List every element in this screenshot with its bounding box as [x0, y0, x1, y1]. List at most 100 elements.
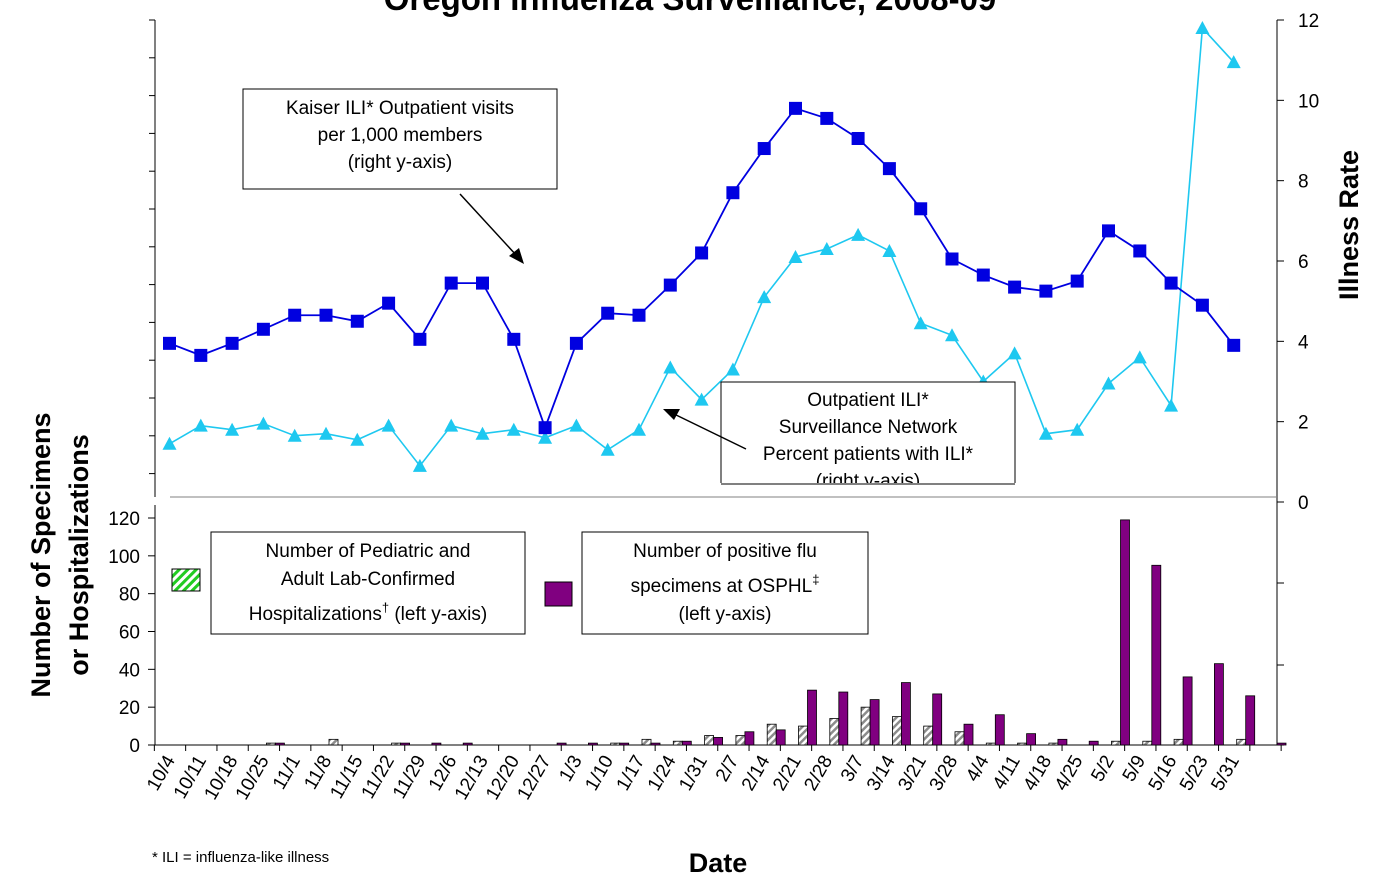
positive-specimen-bar	[838, 691, 849, 746]
kaiser-point	[1133, 244, 1147, 258]
x-tick-label: 11/29	[389, 752, 430, 802]
right-tick-label: 12	[1298, 11, 1319, 32]
outpatient-point	[882, 243, 897, 257]
x-axis-label: Date	[689, 848, 748, 878]
x-tick-label: 2/28	[800, 752, 837, 795]
hospitalization-bar	[829, 718, 840, 746]
x-tick-label: 10/25	[232, 752, 274, 804]
svg-text:Outpatient ILI*: Outpatient ILI*	[807, 390, 929, 411]
left-tick-label: 40	[119, 660, 140, 681]
hospitalization-bar	[1048, 742, 1059, 746]
x-tick-label: 4/4	[962, 752, 994, 786]
outpatient-point	[1195, 21, 1210, 35]
outpatient-point	[1226, 55, 1241, 69]
kaiser-point	[476, 276, 489, 290]
outpatient-point	[913, 316, 928, 330]
outpatient-point	[1101, 376, 1116, 390]
y-axis-label-left-line1: Number of Specimens	[26, 412, 56, 697]
x-tick-label: 1/3	[555, 752, 586, 785]
outpatient-point	[757, 290, 772, 304]
hospitalization-bar	[1111, 740, 1121, 746]
hospitalization-bar	[1017, 742, 1027, 746]
x-tick-label: 5/9	[1119, 752, 1150, 785]
positive-specimen-bar	[274, 742, 285, 746]
outpatient-point	[819, 241, 834, 255]
svg-text:Number of Pediatric and: Number of Pediatric and	[266, 541, 471, 562]
outpatient-point	[1132, 350, 1147, 364]
y-axis-label-left-line2: or Hospitalizations	[64, 434, 94, 676]
chart-title: Oregon Influenza Surveillance, 2008-09	[384, 0, 997, 17]
outpatient-point	[475, 426, 490, 440]
positive-specimen-bar	[901, 682, 911, 746]
hospitalization-bar	[892, 716, 902, 746]
outpatient-point	[725, 362, 740, 376]
positive-specimen-bar	[1182, 676, 1193, 746]
outpatient-point	[788, 249, 803, 263]
hospitalization-bar	[735, 735, 746, 746]
positive-specimen-bar	[869, 699, 880, 746]
positive-specimen-bar	[681, 740, 692, 746]
svg-text:(right y-axis): (right y-axis)	[348, 152, 453, 173]
outpatient-annotation: Outpatient ILI* Surveillance Network Per…	[663, 381, 1016, 492]
hospitalization-bar	[672, 740, 683, 746]
kaiser-point	[601, 306, 615, 320]
svg-text:Hospitalizations† (left y-axis: Hospitalizations† (left y-axis)	[249, 600, 488, 625]
svg-text:Percent patients with ILI*: Percent patients with ILI*	[763, 444, 974, 465]
outpatient-point	[1164, 398, 1179, 412]
outpatient-point	[225, 422, 240, 436]
kaiser-point	[1070, 274, 1084, 288]
right-tick-label: 2	[1298, 413, 1309, 434]
positive-specimen-bar	[1214, 663, 1224, 746]
positive-specimen-bar	[807, 689, 817, 746]
kaiser-point	[851, 131, 865, 145]
hospitalizations-legend: Number of Pediatric and Adult Lab-Confir…	[171, 531, 526, 635]
outpatient-point	[256, 416, 271, 430]
hospitalization-bar	[1173, 738, 1184, 746]
hospitalization-bar	[1142, 740, 1153, 746]
left-tick-label: 80	[119, 585, 140, 606]
kaiser-point	[726, 186, 740, 200]
kaiser-annotation: Kaiser ILI* Outpatient visits per 1,000 …	[242, 88, 558, 264]
svg-text:(left y-axis): (left y-axis)	[679, 604, 772, 625]
positive-specimen-bar	[588, 742, 598, 746]
hospitalization-bar	[798, 725, 808, 746]
outpatient-point	[538, 430, 553, 444]
kaiser-point	[695, 246, 709, 260]
panel-mask	[700, 483, 1030, 496]
kaiser-point	[382, 296, 396, 310]
kaiser-point	[1102, 224, 1115, 238]
right-tick-label: 4	[1298, 332, 1309, 353]
x-tick-label: 1/17	[613, 752, 650, 795]
x-tick-label: 3/14	[863, 752, 900, 795]
x-tick-label: 2/21	[769, 752, 806, 795]
kaiser-point	[1195, 298, 1209, 312]
right-tick-label: 8	[1298, 172, 1309, 193]
outpatient-point	[694, 392, 709, 406]
outpatient-point	[1007, 346, 1022, 360]
kaiser-point	[914, 202, 928, 216]
kaiser-point	[256, 322, 270, 336]
kaiser-point	[882, 162, 896, 176]
positive-specimen-bar	[1151, 564, 1162, 746]
left-ticks: 0 20 40 60 80 100 120	[108, 509, 155, 757]
x-tick-label: 2/14	[738, 752, 775, 795]
svg-text:per 1,000 members: per 1,000 members	[318, 125, 483, 146]
positive-specimen-bar	[1276, 742, 1287, 746]
outpatient-point	[851, 227, 866, 241]
kaiser-point	[350, 314, 364, 328]
kaiser-point	[507, 332, 521, 346]
positive-specimen-bar	[462, 742, 473, 746]
kaiser-point	[569, 336, 583, 350]
hospitalization-bar	[766, 723, 777, 746]
hospitalization-bar	[641, 738, 652, 746]
kaiser-point	[1164, 276, 1178, 290]
positive-specimen-bar	[431, 742, 442, 746]
positive-specimen-bar	[713, 737, 723, 746]
hospitalization-bar	[923, 725, 934, 746]
x-tick-label: 4/11	[989, 752, 1025, 793]
outpatient-point	[444, 418, 459, 432]
right-tick-label: 6	[1298, 252, 1309, 273]
right-tick-label: 0	[1298, 493, 1309, 514]
kaiser-point	[820, 111, 834, 125]
x-tick-label: 3/28	[926, 752, 963, 795]
